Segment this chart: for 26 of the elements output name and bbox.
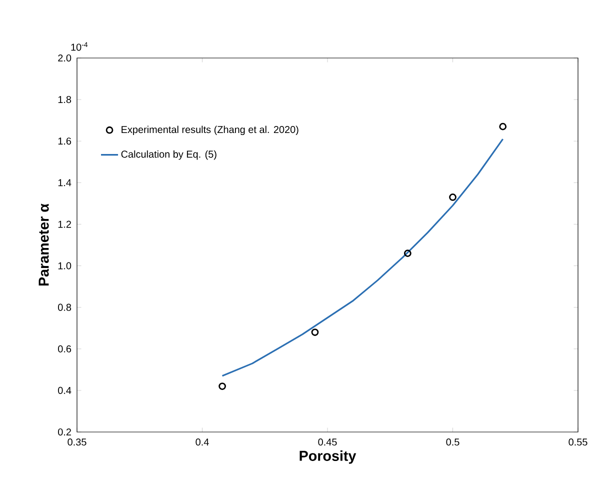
x-tick-label: 0.35	[68, 438, 86, 446]
point	[311, 328, 319, 336]
y-tick-label: 1.2	[58, 220, 71, 228]
y-tick-label: 1.4	[58, 179, 72, 186]
y-tick-label: 1.8	[58, 96, 72, 104]
point	[499, 122, 507, 130]
x-tick-label: 0.45	[318, 438, 337, 446]
y-tick-label: 1.0	[58, 262, 72, 270]
y-tick-label: 0.2	[58, 428, 71, 436]
x-tick-label: 0.5	[446, 438, 460, 446]
x-axis-title: Porosity	[300, 450, 356, 464]
x-tick-label: 0.55	[568, 438, 588, 446]
legend-label: Experimental results (Zhang et al. 2020)	[122, 126, 298, 136]
point	[404, 250, 412, 257]
y-tick-label: 0.4	[58, 386, 72, 394]
y-tick-label: 0.6	[58, 345, 72, 352]
line-series	[221, 138, 504, 377]
point	[449, 194, 456, 201]
x-tick-label: 0.4	[196, 438, 209, 446]
y-tick-label: 0.8	[58, 304, 72, 311]
text: 10$^{-4}$	[71, 42, 88, 51]
y-tick-label: 2.0	[58, 54, 72, 62]
y-axis-title: Parameter α	[38, 204, 49, 286]
legend-label: Calculation by Eq. (5)	[121, 150, 216, 160]
point	[218, 382, 226, 390]
y-tick-label: 1.6	[58, 138, 72, 145]
